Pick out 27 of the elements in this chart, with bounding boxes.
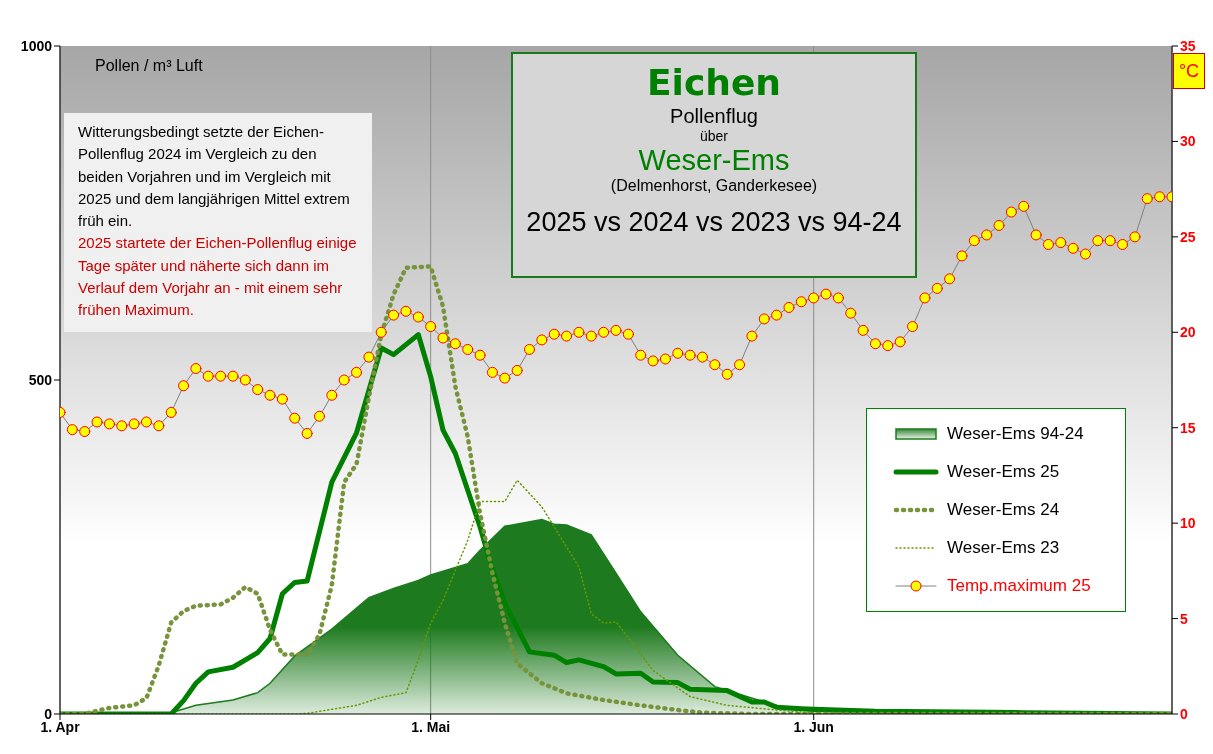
legend-label: Weser-Ems 23 bbox=[947, 538, 1060, 558]
y2-tick-label: 10 bbox=[1180, 515, 1196, 532]
legend-label: Temp.maximum 25 bbox=[947, 576, 1091, 596]
text: Pollenflug bbox=[669, 105, 759, 128]
y2-axis-title: °C bbox=[1173, 53, 1205, 89]
y-tick-label: 500 bbox=[28, 371, 53, 388]
annotation: (Delmenhorst, Ganderkesee) bbox=[609, 177, 819, 195]
y2-tick-label: 0 bbox=[1180, 705, 1188, 722]
x-tick-label: 1. Jun bbox=[793, 718, 834, 735]
legend-label: Weser-Ems 94-24 bbox=[947, 424, 1084, 444]
annotation: über bbox=[699, 128, 729, 144]
y2-tick-label: 20 bbox=[1180, 324, 1196, 341]
y-tick-label: 1000 bbox=[20, 37, 53, 54]
y-axis-title: Pollen / m³ Luft bbox=[95, 57, 203, 75]
x-tick-label: 1. Mai bbox=[411, 718, 451, 735]
y2-tick-label: 25 bbox=[1180, 228, 1196, 245]
legend-label: Weser-Ems 25 bbox=[947, 462, 1060, 482]
annotation: 2025 startete der Eichen-Pollenflug einige Tage später und näherte sich dann im Verlauf dem Vorjahr an - mit einem sehr frühen Maximum. bbox=[78, 233, 358, 321]
annotation: Witterungsbedingt setzte der Eichen-Pollenflug 2024 im Vergleich zu den beiden Vorjahren und im Vergleich mit 2025 und dem langjährigen Mittel extrem früh ein. bbox=[78, 122, 351, 232]
text: Eichen bbox=[646, 62, 782, 103]
y2-tick-label: 15 bbox=[1180, 419, 1196, 436]
y2-tick-label: 5 bbox=[1180, 610, 1188, 627]
legend-label: Weser-Ems 24 bbox=[947, 500, 1060, 520]
y2-tick-label: 35 bbox=[1180, 37, 1196, 54]
annotation: Weser-Ems bbox=[637, 144, 791, 177]
y2-tick-label: 30 bbox=[1180, 133, 1196, 150]
annotation: 2025 vs 2024 vs 2023 vs 94-24 bbox=[525, 207, 903, 238]
